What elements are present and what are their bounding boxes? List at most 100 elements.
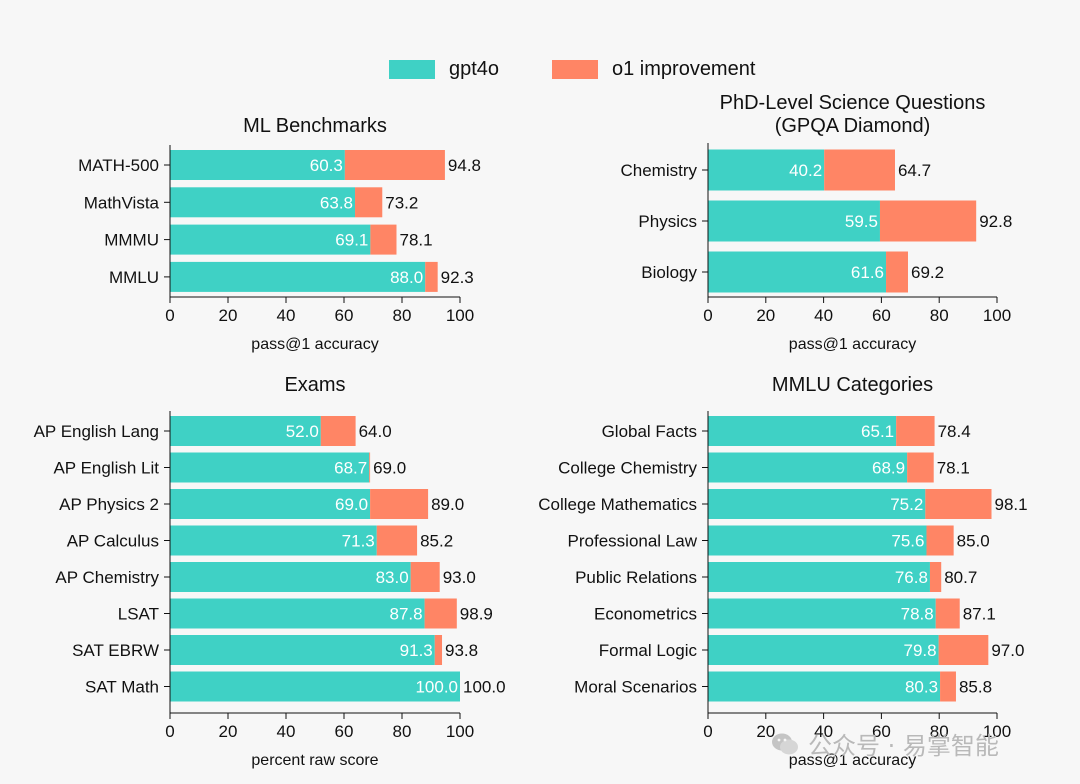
- ml-bar-gpt4o-mmmu: [170, 224, 371, 255]
- mmlu-label-total-college-mathematics: 98.1: [995, 495, 1028, 514]
- mmlu-xlabel: pass@1 accuracy: [789, 752, 916, 769]
- mmlu-xtick-label-0: 0: [703, 722, 712, 741]
- exams-category-sat-math: SAT Math: [85, 678, 159, 697]
- mmlu-label-total-college-chemistry: 78.1: [937, 459, 970, 478]
- exams-label-gpt4o-ap-physics-2: 69.0: [335, 495, 368, 514]
- ml-category-mmlu: MMLU: [109, 268, 159, 287]
- legend-item-gpt4o: gpt4o: [389, 58, 499, 81]
- exams-bar-o1-lsat: [424, 598, 457, 629]
- legend: gpt4o o1 improvement: [0, 58, 1080, 88]
- exams-bar-gpt4o-ap-english-lit: [170, 452, 370, 483]
- exams-bar-o1-sat-ebrw: [434, 635, 443, 665]
- gpqa-xtick-label-0: 0: [703, 306, 712, 325]
- mmlu-category-econometrics: Econometrics: [594, 605, 697, 624]
- exams-label-total-sat-math: 100.0: [463, 678, 506, 697]
- mmlu-category-college-chemistry: College Chemistry: [558, 459, 697, 478]
- gpqa-label-gpt4o-chemistry: 40.2: [789, 161, 822, 180]
- mmlu-bar-gpt4o-college-chemistry: [708, 452, 908, 483]
- ml-xtick-label-100: 100: [446, 306, 474, 325]
- mmlu-bar-o1-college-mathematics: [925, 489, 992, 519]
- gpqa-label-total-biology: 69.2: [911, 263, 944, 282]
- mmlu-bar-gpt4o-moral-scenarios: [708, 671, 941, 702]
- legend-swatch-o1: [552, 60, 598, 79]
- exams-xtick-label-80: 80: [393, 722, 412, 741]
- ml-bar-gpt4o-mathvista: [170, 187, 356, 218]
- exams-xtick-label-100: 100: [446, 722, 474, 741]
- exams-label-total-sat-ebrw: 93.8: [445, 641, 478, 660]
- mmlu-bar-o1-econometrics: [935, 598, 960, 629]
- legend-swatch-gpt4o: [389, 60, 435, 79]
- ml-label-total-math-500: 94.8: [448, 156, 481, 175]
- gpqa-title-line2: (GPQA Diamond): [774, 115, 931, 137]
- ml-xtick-label-80: 80: [393, 306, 412, 325]
- gpqa-bar-gpt4o-physics: [708, 200, 880, 242]
- ml-xtick-label-40: 40: [277, 306, 296, 325]
- gpqa-label-gpt4o-physics: 59.5: [845, 212, 878, 231]
- ml-category-mathvista: MathVista: [84, 193, 160, 212]
- exams-xtick-label-20: 20: [219, 722, 238, 741]
- exams-bar-gpt4o-sat-ebrw: [170, 635, 435, 665]
- mmlu-title-text: MMLU Categories: [771, 374, 934, 396]
- exams-xlabel: percent raw score: [251, 752, 378, 769]
- mmlu-category-global-facts: Global Facts: [602, 422, 697, 441]
- ml-label-total-mmmu: 78.1: [399, 231, 432, 250]
- mmlu-bar-o1-professional-law: [926, 525, 954, 556]
- mmlu-bar-gpt4o-econometrics: [708, 598, 936, 629]
- exams-category-ap-english-lang: AP English Lang: [34, 422, 159, 441]
- ml-bar-o1-mmmu: [370, 224, 397, 255]
- ml-bar-gpt4o-math-500: [170, 150, 345, 180]
- ml-title-text: ML Benchmarks: [243, 115, 387, 137]
- mmlu-category-professional-law: Professional Law: [568, 532, 698, 551]
- mmlu-bar-gpt4o-public-relations: [708, 562, 930, 592]
- ml-bar-gpt4o-mmlu: [170, 261, 426, 292]
- gpqa-bar-o1-chemistry: [824, 149, 895, 191]
- mmlu-bar-gpt4o-formal-logic: [708, 635, 939, 665]
- mmlu-category-public-relations: Public Relations: [575, 568, 697, 587]
- mmlu-label-total-professional-law: 85.0: [957, 532, 990, 551]
- mmlu-label-gpt4o-public-relations: 76.8: [895, 568, 928, 587]
- exams-xtick-label-60: 60: [335, 722, 354, 741]
- exams-label-gpt4o-ap-english-lang: 52.0: [286, 422, 319, 441]
- exams-label-gpt4o-ap-english-lit: 68.7: [334, 459, 367, 478]
- exams-category-ap-english-lit: AP English Lit: [53, 459, 159, 478]
- ml-bar-o1-mmlu: [425, 261, 438, 292]
- exams-bar-gpt4o-ap-english-lang: [170, 416, 321, 446]
- exams-bar-gpt4o-ap-chemistry: [170, 562, 411, 592]
- mmlu-label-gpt4o-global-facts: 65.1: [861, 422, 894, 441]
- mmlu-label-gpt4o-college-chemistry: 68.9: [872, 459, 905, 478]
- gpqa-bar-gpt4o-chemistry: [708, 149, 825, 191]
- mmlu-xtick-label-100: 100: [983, 722, 1011, 741]
- exams-bar-gpt4o-ap-calculus: [170, 525, 377, 556]
- mmlu-bar-o1-college-chemistry: [907, 452, 934, 483]
- mmlu-xtick-label-60: 60: [872, 722, 891, 741]
- ml-bar-o1-math-500: [344, 150, 445, 180]
- exams-title-text: Exams: [284, 374, 346, 396]
- exams-label-total-lsat: 98.9: [460, 605, 493, 624]
- mmlu-bar-gpt4o-professional-law: [708, 525, 927, 556]
- exams-category-ap-physics-2: AP Physics 2: [59, 495, 159, 514]
- exams-title: Exams: [165, 374, 465, 397]
- exams-label-total-ap-english-lang: 64.0: [359, 422, 392, 441]
- exams-label-total-ap-calculus: 85.2: [420, 532, 453, 551]
- exams-label-gpt4o-sat-math: 100.0: [415, 678, 458, 697]
- ml-label-total-mathvista: 73.2: [385, 193, 418, 212]
- exams-category-lsat: LSAT: [118, 605, 159, 624]
- wechat-icon: [772, 733, 798, 754]
- ml-title: ML Benchmarks: [165, 115, 465, 138]
- mmlu-label-total-econometrics: 87.1: [963, 605, 996, 624]
- exams-bar-o1-ap-english-lang: [320, 416, 356, 446]
- ml-label-total-mmlu: 92.3: [441, 268, 474, 287]
- ml-category-math-500: MATH-500: [78, 156, 159, 175]
- ml-label-gpt4o-mmmu: 69.1: [335, 231, 368, 250]
- exams-bar-gpt4o-lsat: [170, 598, 425, 629]
- mmlu-bar-o1-global-facts: [896, 416, 935, 446]
- mmlu-label-total-public-relations: 80.7: [944, 568, 977, 587]
- gpqa-xtick-label-80: 80: [930, 306, 949, 325]
- ml-xlabel: pass@1 accuracy: [251, 336, 378, 353]
- gpqa-category-chemistry: Chemistry: [620, 161, 697, 180]
- mmlu-label-gpt4o-college-mathematics: 75.2: [890, 495, 923, 514]
- exams-bar-o1-ap-chemistry: [410, 562, 440, 592]
